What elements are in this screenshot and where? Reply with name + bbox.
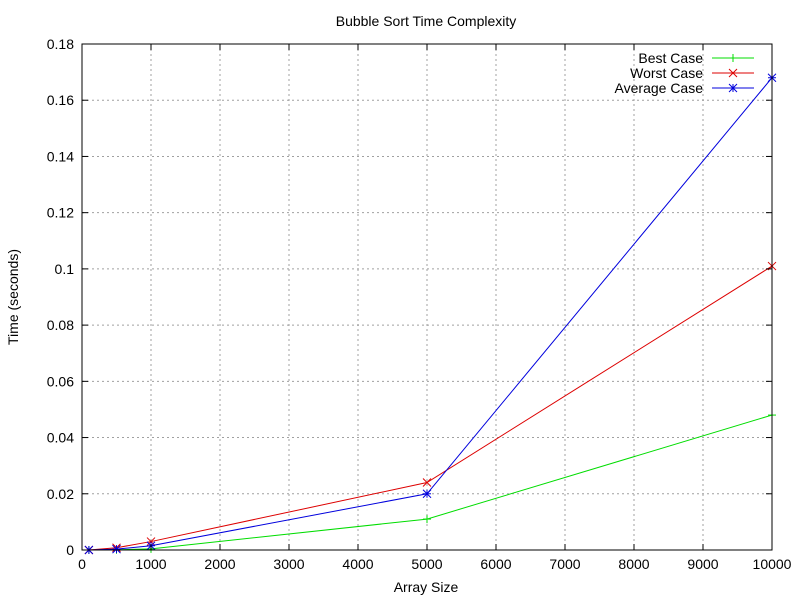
x-axis-label: Array Size [394, 579, 459, 595]
grid [82, 44, 772, 550]
series-line-0 [88, 414, 773, 551]
y-tick-label: 0.04 [47, 430, 74, 446]
y-axis-label: Time (seconds) [5, 249, 21, 345]
data-point [112, 544, 121, 554]
series-layer [84, 73, 777, 555]
x-tick-label: 1000 [135, 556, 166, 572]
legend-marker [729, 54, 737, 62]
legend-marker [728, 68, 738, 78]
x-tick-label: 7000 [549, 556, 580, 572]
legend-label: Average Case [615, 80, 704, 96]
series-line-1 [88, 265, 773, 551]
y-tick-label: 0.1 [55, 261, 75, 277]
data-point [422, 489, 432, 499]
y-tick-label: 0.16 [47, 92, 74, 108]
legend-label: Worst Case [630, 65, 703, 81]
y-tick-label: 0.02 [47, 486, 74, 502]
ticks: 0 1000 2000 3000 4000 5000 6000 7000 8000 9000 100… [47, 36, 792, 572]
x-tick-label: 5000 [411, 556, 442, 572]
y-tick-label: 0.08 [47, 317, 74, 333]
x-tick-label: 2000 [204, 556, 235, 572]
x-tick-label: 4000 [342, 556, 373, 572]
data-point [146, 537, 156, 546]
x-tick-label: 3000 [273, 556, 304, 572]
legend-marker [728, 83, 738, 93]
x-tick-label: 6000 [480, 556, 511, 572]
y-tick-label: 0.14 [47, 148, 74, 164]
chart-title: Bubble Sort Time Complexity [336, 13, 517, 29]
data-point [423, 515, 431, 524]
x-tick-label: 8000 [618, 556, 649, 572]
x-tick-label: 0 [78, 556, 86, 572]
y-tick-label: 0.18 [47, 36, 74, 52]
y-tick-label: 0 [66, 542, 74, 558]
x-tick-label: 10000 [753, 556, 792, 572]
data-point [422, 478, 432, 487]
legend-label: Best Case [638, 50, 703, 66]
y-tick-label: 0.12 [47, 205, 74, 221]
y-tick-label: 0.06 [47, 373, 74, 389]
x-tick-label: 9000 [687, 556, 718, 572]
